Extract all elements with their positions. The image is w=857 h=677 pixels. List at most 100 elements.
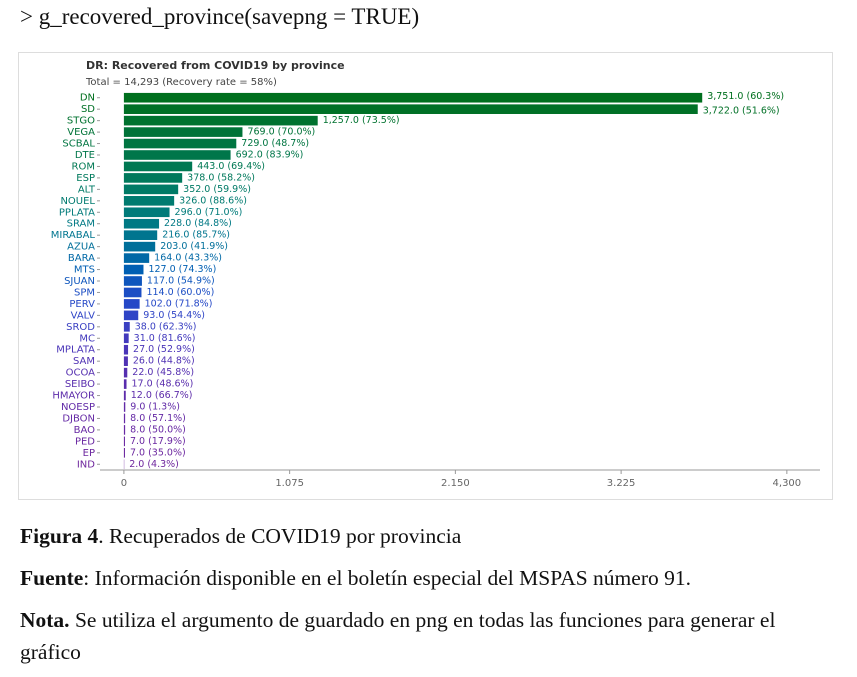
chart-frame <box>18 52 833 500</box>
y-tick-label: IND <box>77 459 95 470</box>
bar <box>123 207 170 218</box>
value-label: 7.0 (17.9%) <box>130 436 186 447</box>
bar <box>123 127 243 137</box>
bar <box>123 92 703 103</box>
bar <box>123 402 126 412</box>
y-tick-label: SEIBO <box>65 379 95 390</box>
value-label: 692.0 (83.9%) <box>236 150 304 161</box>
bar <box>123 448 125 458</box>
bar <box>123 436 125 447</box>
bar <box>123 138 237 149</box>
caption-label: Figura 4 <box>20 524 99 548</box>
y-tick-label: BAO <box>74 425 96 436</box>
y-tick-label: NOESP <box>61 402 95 413</box>
caption-label: Nota. <box>20 608 70 632</box>
value-label: 12.0 (66.7%) <box>131 390 193 401</box>
y-tick-label: MC <box>79 333 95 344</box>
value-label: 38.0 (62.3%) <box>135 321 197 332</box>
chart-subtitle: Total = 14,293 (Recovery rate = 58%) <box>85 77 277 88</box>
bar <box>123 150 231 160</box>
value-label: 228.0 (84.8%) <box>164 218 232 229</box>
y-tick-label: VALV <box>71 310 96 321</box>
bar <box>123 356 128 366</box>
y-tick-label: VEGA <box>67 127 95 138</box>
value-label: 352.0 (59.9%) <box>183 184 251 195</box>
bar <box>123 333 129 344</box>
y-tick-label: DTE <box>75 150 95 161</box>
value-label: 1,257.0 (73.5%) <box>323 115 400 126</box>
value-label: 3,751.0 (60.3%) <box>707 91 784 102</box>
y-tick-label: DN <box>80 93 95 104</box>
bar <box>123 310 139 321</box>
y-tick-label: SCBAL <box>62 139 95 150</box>
bar <box>123 184 179 195</box>
value-label: 326.0 (88.6%) <box>179 195 247 206</box>
value-label: 729.0 (48.7%) <box>241 138 309 149</box>
y-tick-label: PED <box>75 436 95 447</box>
y-tick-label: ESP <box>76 173 95 184</box>
y-tick-label: SAM <box>73 356 95 367</box>
x-tick-label: 1.075 <box>275 478 304 489</box>
value-label: 3,722.0 (51.6%) <box>703 106 780 117</box>
bar <box>123 413 126 424</box>
value-label: 93.0 (54.4%) <box>143 310 205 321</box>
y-tick-label: SJUAN <box>64 276 95 287</box>
value-label: 296.0 (71.0%) <box>175 207 243 218</box>
value-label: 114.0 (60.0%) <box>146 287 214 298</box>
y-tick-label: SROD <box>66 322 95 333</box>
caption-text: . Recuperados de COVID19 por provincia <box>98 524 462 548</box>
value-label: 7.0 (35.0%) <box>130 447 186 458</box>
value-label: 127.0 (74.3%) <box>148 264 216 275</box>
value-label: 2.0 (4.3%) <box>129 459 179 470</box>
y-tick-label: AZUA <box>67 242 95 253</box>
value-label: 9.0 (1.3%) <box>130 402 180 413</box>
value-label: 27.0 (52.9%) <box>133 344 195 355</box>
bar <box>123 390 126 401</box>
x-tick-label: 3.225 <box>607 478 636 489</box>
y-tick-label: BARA <box>68 253 95 264</box>
bar <box>123 367 128 378</box>
bar <box>123 173 183 183</box>
value-label: 8.0 (50.0%) <box>130 424 186 435</box>
y-tick-label: SRAM <box>67 219 95 230</box>
caption-text: : Información disponible en el boletín e… <box>83 566 691 590</box>
bar <box>123 264 144 275</box>
bar <box>123 344 129 355</box>
y-tick-label: MIRABAL <box>51 230 96 241</box>
x-tick-label: 0 <box>121 478 127 489</box>
value-label: 31.0 (81.6%) <box>134 333 196 344</box>
bar <box>123 196 175 206</box>
bar <box>123 104 698 114</box>
bar <box>123 287 142 298</box>
y-tick-label: MPLATA <box>56 345 95 356</box>
value-label: 8.0 (57.1%) <box>130 413 186 424</box>
bar <box>123 379 127 389</box>
source-caption: Fuente: Información disponible en el bol… <box>20 562 835 594</box>
value-label: 443.0 (69.4%) <box>197 161 265 172</box>
value-label: 22.0 (45.8%) <box>132 367 194 378</box>
bar <box>123 161 193 172</box>
figure-caption: Figura 4. Recuperados de COVID19 por pro… <box>20 520 835 552</box>
bar <box>123 115 318 126</box>
value-label: 117.0 (54.9%) <box>147 276 215 287</box>
y-tick-label: ROM <box>72 161 95 172</box>
bar <box>123 425 126 435</box>
value-label: 17.0 (48.6%) <box>132 379 194 390</box>
y-tick-label: SD <box>81 104 95 115</box>
y-tick-label: ALT <box>78 184 96 195</box>
value-label: 769.0 (70.0%) <box>247 127 315 138</box>
y-tick-label: OCOA <box>66 368 96 379</box>
value-label: 164.0 (43.3%) <box>154 253 222 264</box>
value-label: 26.0 (44.8%) <box>133 356 195 367</box>
chart-title: DR: Recovered from COVID19 by province <box>86 59 345 72</box>
value-label: 216.0 (85.7%) <box>162 230 230 241</box>
code-line: > g_recovered_province(savepng = TRUE) <box>20 4 420 29</box>
y-tick-label: NOUEL <box>60 196 95 207</box>
bar <box>123 299 140 309</box>
x-tick-label: 4,300 <box>773 478 802 489</box>
chart: DR: Recovered from COVID19 by province T… <box>18 52 833 500</box>
bar <box>123 218 160 229</box>
y-tick-label: MTS <box>74 265 95 276</box>
y-tick-label: PPLATA <box>59 207 95 218</box>
